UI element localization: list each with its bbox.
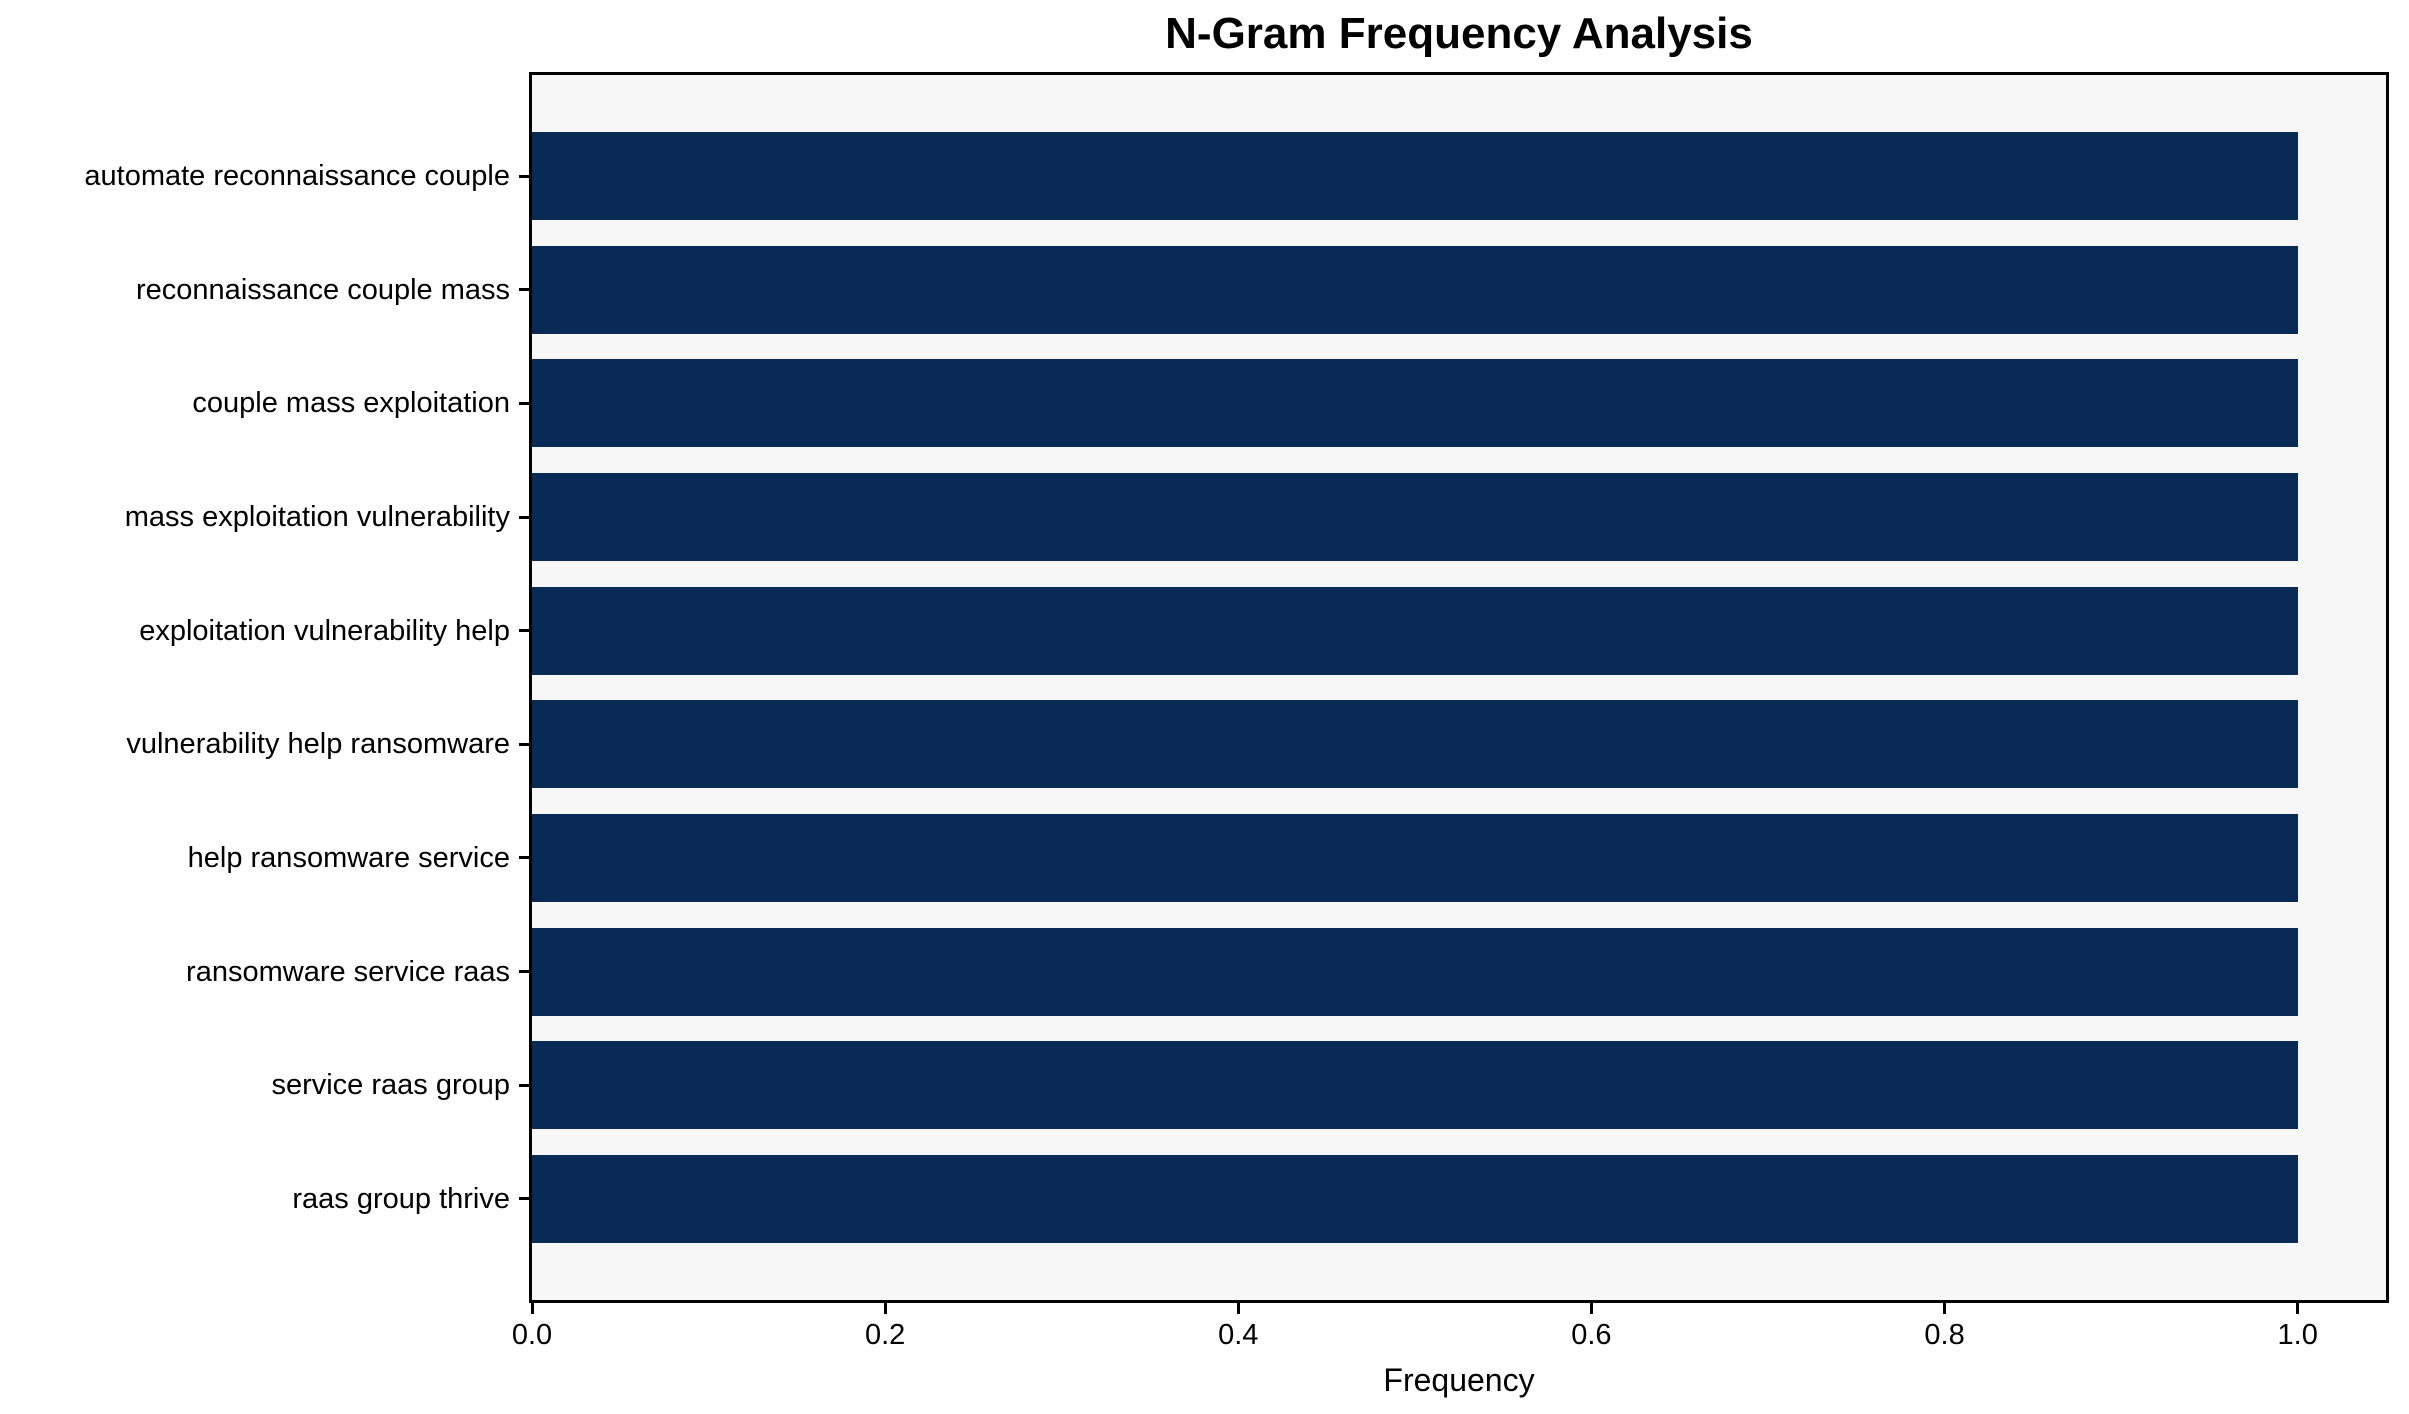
chart-title: N-Gram Frequency Analysis bbox=[1165, 9, 1753, 58]
y-tick-mark bbox=[519, 401, 529, 405]
bar bbox=[532, 359, 2298, 448]
x-tick-label: 0.2 bbox=[864, 1319, 906, 1351]
x-tick-mark bbox=[530, 1303, 534, 1314]
y-tick-label: help ransomware service bbox=[187, 841, 510, 874]
y-tick-mark bbox=[519, 1197, 529, 1201]
y-tick-mark bbox=[519, 742, 529, 746]
bar bbox=[532, 1041, 2298, 1130]
bar bbox=[532, 245, 2298, 334]
y-tick-label: ransomware service raas bbox=[186, 955, 510, 988]
x-axis-label: Frequency bbox=[1383, 1362, 1535, 1398]
y-tick-label: reconnaissance couple mass bbox=[136, 273, 510, 306]
y-tick-mark bbox=[519, 629, 529, 633]
bar bbox=[532, 473, 2298, 562]
bar bbox=[532, 1154, 2298, 1243]
x-tick-label: 0.8 bbox=[1924, 1319, 1965, 1351]
y-tick-mark bbox=[519, 856, 529, 860]
bar bbox=[532, 132, 2298, 221]
x-tick-mark bbox=[2296, 1303, 2300, 1314]
x-tick-mark bbox=[883, 1303, 887, 1314]
y-tick-mark bbox=[519, 970, 529, 974]
x-tick-mark bbox=[1589, 1303, 1593, 1314]
x-tick-label: 1.0 bbox=[2277, 1319, 2318, 1351]
y-tick-mark bbox=[519, 174, 529, 178]
x-tick-label: 0.4 bbox=[1218, 1319, 1259, 1351]
bar bbox=[532, 927, 2298, 1016]
y-tick-label: service raas group bbox=[271, 1069, 510, 1102]
x-tick-label: 0.6 bbox=[1571, 1319, 1612, 1351]
bar bbox=[532, 586, 2298, 675]
y-tick-label: vulnerability help ransomware bbox=[126, 728, 510, 761]
bar bbox=[532, 700, 2298, 789]
y-tick-label: couple mass exploitation bbox=[192, 387, 510, 420]
bar bbox=[532, 813, 2298, 902]
y-tick-label: raas group thrive bbox=[292, 1182, 510, 1215]
y-tick-label: automate reconnaissance couple bbox=[84, 160, 510, 193]
y-tick-mark bbox=[519, 288, 529, 292]
y-tick-label: mass exploitation vulnerability bbox=[124, 501, 510, 534]
x-tick-mark bbox=[1236, 1303, 1240, 1314]
x-tick-label: 0.0 bbox=[511, 1319, 553, 1351]
x-tick-mark bbox=[1943, 1303, 1947, 1314]
y-tick-mark bbox=[519, 1083, 529, 1087]
y-tick-mark bbox=[519, 515, 529, 519]
plot-area: automate reconnaissance couple reconnaiss… bbox=[84, 72, 2389, 1351]
y-tick-label: exploitation vulnerability help bbox=[139, 614, 510, 647]
